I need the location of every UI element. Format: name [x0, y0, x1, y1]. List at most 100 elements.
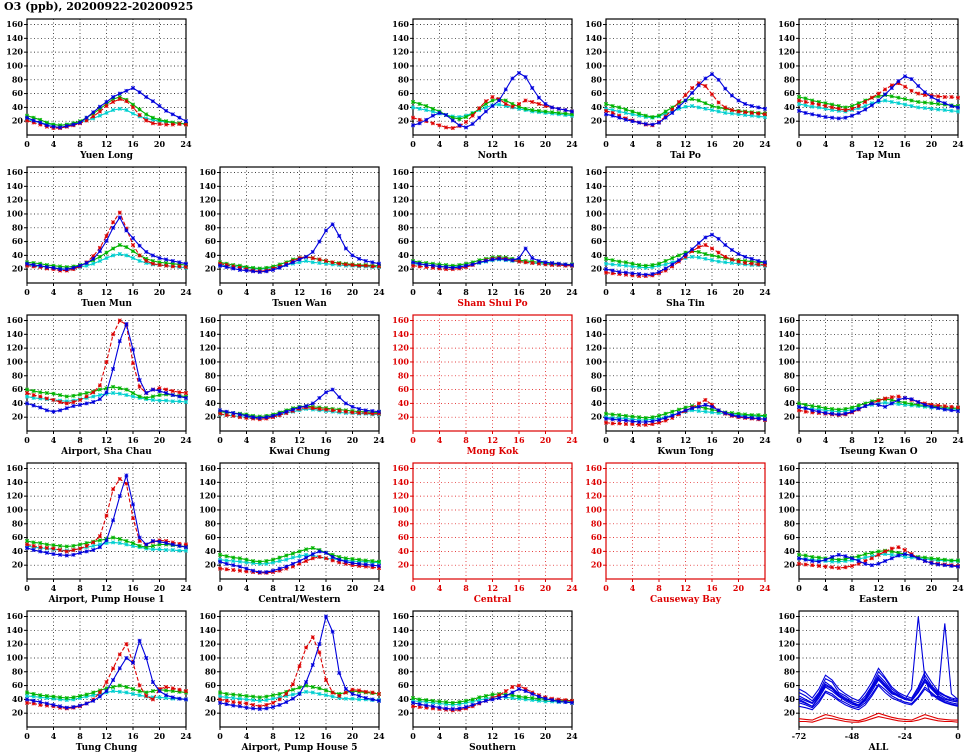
svg-text:-48: -48 — [845, 731, 860, 741]
svg-text:0: 0 — [24, 583, 30, 593]
svg-text:16: 16 — [513, 435, 525, 445]
svg-text:4: 4 — [437, 139, 443, 149]
svg-text:8: 8 — [270, 435, 276, 445]
svg-text:120: 120 — [6, 639, 23, 649]
svg-text:4: 4 — [51, 731, 57, 741]
svg-text:4: 4 — [630, 139, 636, 149]
svg-text:80: 80 — [205, 518, 217, 528]
svg-text:0: 0 — [24, 139, 30, 149]
svg-text:140: 140 — [6, 625, 23, 635]
svg-text:140: 140 — [392, 477, 409, 487]
svg-text:20: 20 — [398, 412, 410, 422]
svg-text:120: 120 — [199, 195, 216, 205]
svg-text:160: 160 — [199, 167, 216, 177]
svg-text:20: 20 — [926, 139, 938, 149]
chart-canvas: 20 40 60 80 100 120 140 160 0 4 8 12 16 20 24 Airport, … — [6, 462, 192, 605]
svg-text:4: 4 — [823, 139, 829, 149]
svg-text:Kwai Chung: Kwai Chung — [269, 447, 331, 457]
svg-text:Causeway Bay: Causeway Bay — [650, 595, 722, 605]
svg-text:140: 140 — [585, 33, 602, 43]
svg-text:Sham Shui Po: Sham Shui Po — [457, 299, 527, 309]
svg-text:100: 100 — [6, 652, 23, 662]
svg-text:160: 160 — [6, 463, 23, 473]
svg-text:100: 100 — [392, 356, 409, 366]
svg-text:20: 20 — [926, 435, 938, 445]
svg-text:16: 16 — [320, 583, 332, 593]
svg-text:24: 24 — [566, 731, 578, 741]
svg-text:80: 80 — [12, 370, 24, 380]
svg-text:160: 160 — [199, 315, 216, 325]
svg-text:20: 20 — [540, 583, 552, 593]
svg-text:Airport, Sha Chau: Airport, Sha Chau — [60, 447, 152, 457]
svg-text:0: 0 — [410, 731, 416, 741]
chart-central: 20 40 60 80 100 120 140 160 0 4 8 12 16 20 24 Central — [386, 457, 579, 605]
svg-text:8: 8 — [463, 139, 469, 149]
svg-text:24: 24 — [952, 139, 964, 149]
svg-text:120: 120 — [392, 47, 409, 57]
svg-text:40: 40 — [205, 694, 217, 704]
svg-text:20: 20 — [12, 412, 24, 422]
svg-text:60: 60 — [784, 532, 796, 542]
svg-text:60: 60 — [591, 532, 603, 542]
svg-text:0: 0 — [24, 435, 30, 445]
svg-text:4: 4 — [823, 583, 829, 593]
svg-text:160: 160 — [585, 463, 602, 473]
svg-text:12: 12 — [680, 435, 691, 445]
svg-text:120: 120 — [585, 343, 602, 353]
svg-text:24: 24 — [373, 731, 385, 741]
svg-text:20: 20 — [733, 583, 745, 593]
svg-text:24: 24 — [180, 139, 192, 149]
svg-text:0: 0 — [603, 287, 609, 297]
chart-central-western: 20 40 60 80 100 120 140 160 0 4 8 12 16 20 24 Central/W… — [193, 457, 386, 605]
svg-text:100: 100 — [392, 208, 409, 218]
svg-text:16: 16 — [127, 583, 139, 593]
svg-text:Southern: Southern — [469, 743, 516, 753]
svg-text:20: 20 — [154, 731, 166, 741]
svg-text:140: 140 — [199, 181, 216, 191]
svg-text:100: 100 — [585, 504, 602, 514]
svg-text:20: 20 — [154, 435, 166, 445]
svg-text:8: 8 — [463, 583, 469, 593]
svg-text:160: 160 — [585, 19, 602, 29]
svg-text:16: 16 — [706, 139, 718, 149]
svg-text:20: 20 — [784, 560, 796, 570]
svg-text:60: 60 — [398, 532, 410, 542]
svg-text:20: 20 — [398, 560, 410, 570]
svg-text:16: 16 — [513, 287, 525, 297]
svg-text:80: 80 — [12, 222, 24, 232]
chart-grid: 20 40 60 80 100 120 140 160 0 4 8 12 16 20 24 Yuen Long… — [0, 13, 965, 753]
svg-text:20: 20 — [12, 116, 24, 126]
svg-text:24: 24 — [759, 435, 771, 445]
svg-text:80: 80 — [784, 518, 796, 528]
chart-canvas: 20 40 60 80 100 120 140 160 0 4 8 12 16 20 24 Tai Po — [585, 18, 771, 161]
svg-text:40: 40 — [205, 546, 217, 556]
chart-canvas: 20 40 60 80 100 120 140 160 0 4 8 12 16 20 24 Airport, … — [6, 314, 192, 457]
svg-text:120: 120 — [778, 491, 795, 501]
svg-text:-72: -72 — [792, 731, 806, 741]
svg-text:140: 140 — [199, 329, 216, 339]
svg-text:60: 60 — [205, 532, 217, 542]
chart-all: 20 40 60 80 100 120 140 160 -72 -48 -24 0 ALL — [772, 605, 965, 753]
svg-text:40: 40 — [398, 694, 410, 704]
svg-text:100: 100 — [199, 208, 216, 218]
svg-text:20: 20 — [733, 287, 745, 297]
svg-text:20: 20 — [205, 708, 217, 718]
chart-canvas: 20 40 60 80 100 120 140 160 0 4 8 12 16 20 24 Sham Shui… — [392, 166, 578, 309]
svg-text:160: 160 — [778, 611, 795, 621]
chart-causeway-bay: 20 40 60 80 100 120 140 160 0 4 8 12 16 20 24 Causeway … — [579, 457, 772, 605]
svg-text:60: 60 — [784, 384, 796, 394]
svg-text:Central: Central — [474, 595, 512, 605]
svg-text:160: 160 — [199, 611, 216, 621]
svg-text:140: 140 — [6, 477, 23, 487]
svg-text:40: 40 — [205, 398, 217, 408]
chart-canvas: 20 40 60 80 100 120 140 160 0 4 8 12 16 20 24 Tsuen Wan — [199, 166, 385, 309]
svg-text:24: 24 — [373, 287, 385, 297]
svg-text:160: 160 — [392, 463, 409, 473]
svg-text:24: 24 — [566, 287, 578, 297]
svg-text:140: 140 — [6, 329, 23, 339]
svg-text:60: 60 — [591, 384, 603, 394]
svg-text:160: 160 — [778, 463, 795, 473]
svg-text:140: 140 — [6, 181, 23, 191]
svg-text:140: 140 — [778, 625, 795, 635]
svg-text:120: 120 — [778, 639, 795, 649]
